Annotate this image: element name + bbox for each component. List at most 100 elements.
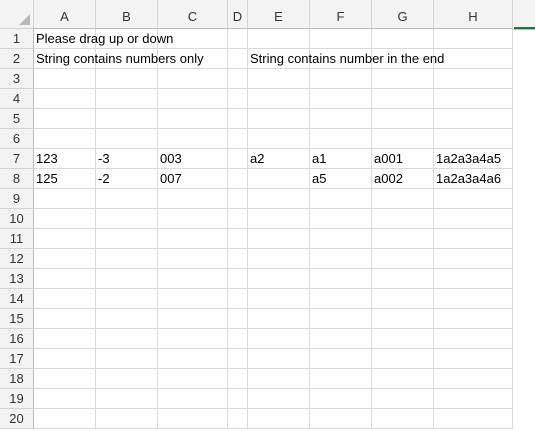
cell-h13[interactable]	[434, 269, 513, 289]
cell-a9[interactable]	[34, 189, 96, 209]
cell-a1[interactable]: Please drag up or down	[34, 29, 173, 49]
cell-e5[interactable]	[248, 109, 310, 129]
cell-f17[interactable]	[310, 349, 372, 369]
cell-c6[interactable]	[158, 129, 228, 149]
cell-h12[interactable]	[434, 249, 513, 269]
cell-g3[interactable]	[372, 69, 434, 89]
cell-b16[interactable]	[96, 329, 158, 349]
row-header-6[interactable]: 6	[0, 129, 34, 149]
cell-g4[interactable]	[372, 89, 434, 109]
cell-d19[interactable]	[228, 389, 248, 409]
cell-d20[interactable]	[228, 409, 248, 429]
cell-g12[interactable]	[372, 249, 434, 269]
cell-d2[interactable]	[228, 49, 248, 69]
cell-a5[interactable]	[34, 109, 96, 129]
cell-a20[interactable]	[34, 409, 96, 429]
cell-c14[interactable]	[158, 289, 228, 309]
cell-c8[interactable]: 007	[158, 169, 228, 189]
cell-e10[interactable]	[248, 209, 310, 229]
cell-e14[interactable]	[248, 289, 310, 309]
cell-c15[interactable]	[158, 309, 228, 329]
cell-f6[interactable]	[310, 129, 372, 149]
cell-a11[interactable]	[34, 229, 96, 249]
cell-f12[interactable]	[310, 249, 372, 269]
cell-e13[interactable]	[248, 269, 310, 289]
cell-g16[interactable]	[372, 329, 434, 349]
cell-e6[interactable]	[248, 129, 310, 149]
cell-a3[interactable]	[34, 69, 96, 89]
cell-g20[interactable]	[372, 409, 434, 429]
cell-e11[interactable]	[248, 229, 310, 249]
cell-a6[interactable]	[34, 129, 96, 149]
cell-b10[interactable]	[96, 209, 158, 229]
cell-f9[interactable]	[310, 189, 372, 209]
cell-g6[interactable]	[372, 129, 434, 149]
cell-h11[interactable]	[434, 229, 513, 249]
cell-b19[interactable]	[96, 389, 158, 409]
cell-b13[interactable]	[96, 269, 158, 289]
column-header-h[interactable]: H	[434, 0, 513, 29]
cell-f2[interactable]	[310, 49, 372, 69]
row-header-4[interactable]: 4	[0, 89, 34, 109]
cell-g19[interactable]	[372, 389, 434, 409]
cell-b8[interactable]: -2	[96, 169, 158, 189]
cell-f10[interactable]	[310, 209, 372, 229]
cell-g13[interactable]	[372, 269, 434, 289]
column-header-e[interactable]: E	[248, 0, 310, 29]
cell-f1[interactable]	[310, 29, 372, 49]
cell-g7[interactable]: a001	[372, 149, 434, 169]
cell-g14[interactable]	[372, 289, 434, 309]
cell-h18[interactable]	[434, 369, 513, 389]
cell-h20[interactable]	[434, 409, 513, 429]
row-header-20[interactable]: 20	[0, 409, 34, 429]
cell-e2[interactable]: String contains number in the end	[248, 49, 444, 69]
cell-a17[interactable]	[34, 349, 96, 369]
column-header-d[interactable]: D	[228, 0, 248, 29]
cell-b5[interactable]	[96, 109, 158, 129]
cell-h7[interactable]: 1a2a3a4a5	[434, 149, 513, 169]
cell-d18[interactable]	[228, 369, 248, 389]
cell-d10[interactable]	[228, 209, 248, 229]
cell-c4[interactable]	[158, 89, 228, 109]
row-header-8[interactable]: 8	[0, 169, 34, 189]
cell-f3[interactable]	[310, 69, 372, 89]
cell-h19[interactable]	[434, 389, 513, 409]
cell-a19[interactable]	[34, 389, 96, 409]
cell-e1[interactable]	[248, 29, 310, 49]
cell-b6[interactable]	[96, 129, 158, 149]
cell-h17[interactable]	[434, 349, 513, 369]
row-header-16[interactable]: 16	[0, 329, 34, 349]
cell-b7[interactable]: -3	[96, 149, 158, 169]
row-header-18[interactable]: 18	[0, 369, 34, 389]
row-header-13[interactable]: 13	[0, 269, 34, 289]
cell-c18[interactable]	[158, 369, 228, 389]
row-header-5[interactable]: 5	[0, 109, 34, 129]
cell-e7[interactable]: a2	[248, 149, 310, 169]
cell-d17[interactable]	[228, 349, 248, 369]
cell-c16[interactable]	[158, 329, 228, 349]
cell-h16[interactable]	[434, 329, 513, 349]
cell-e19[interactable]	[248, 389, 310, 409]
cell-g10[interactable]	[372, 209, 434, 229]
cell-h9[interactable]	[434, 189, 513, 209]
cell-d5[interactable]	[228, 109, 248, 129]
cell-h1[interactable]	[434, 29, 513, 49]
cell-e16[interactable]	[248, 329, 310, 349]
cell-a15[interactable]	[34, 309, 96, 329]
cell-a7[interactable]: 123	[34, 149, 96, 169]
cell-d15[interactable]	[228, 309, 248, 329]
cell-f11[interactable]	[310, 229, 372, 249]
cell-d7[interactable]	[228, 149, 248, 169]
row-header-1[interactable]: 1	[0, 29, 34, 49]
cell-c9[interactable]	[158, 189, 228, 209]
cell-d4[interactable]	[228, 89, 248, 109]
cell-a18[interactable]	[34, 369, 96, 389]
cell-b20[interactable]	[96, 409, 158, 429]
cell-a10[interactable]	[34, 209, 96, 229]
cell-c17[interactable]	[158, 349, 228, 369]
cell-g17[interactable]	[372, 349, 434, 369]
cell-a14[interactable]	[34, 289, 96, 309]
cell-g11[interactable]	[372, 229, 434, 249]
cell-h3[interactable]	[434, 69, 513, 89]
cell-d13[interactable]	[228, 269, 248, 289]
